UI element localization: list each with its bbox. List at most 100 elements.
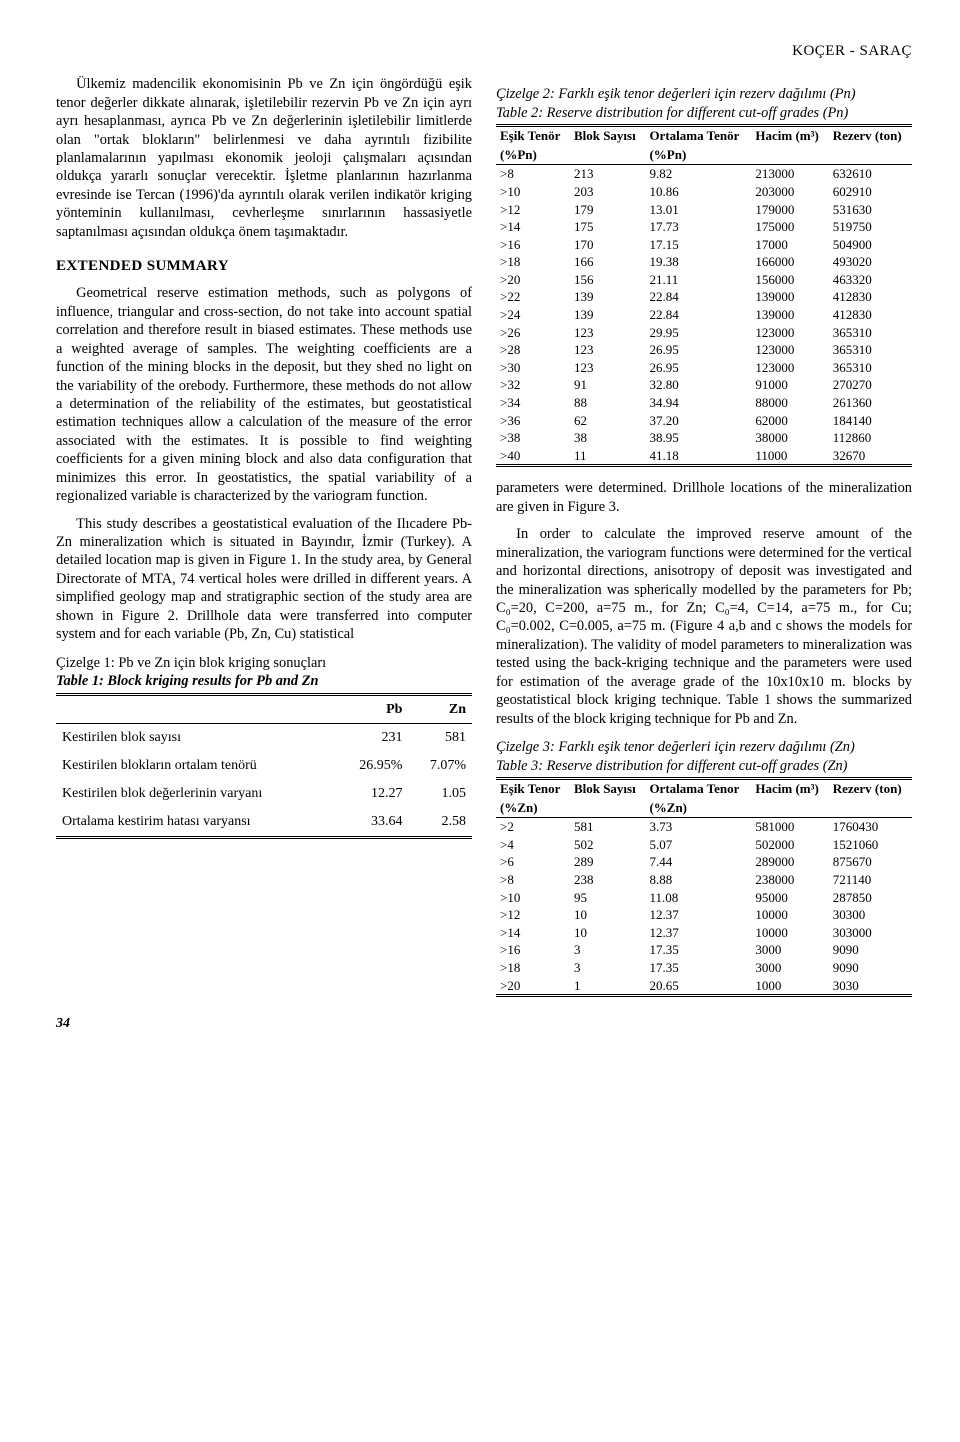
t2-h1-0: Eşik Tenör [496,126,570,146]
cell: 365310 [829,341,912,359]
cell: 1000 [751,977,828,996]
cell: 139 [570,288,646,306]
cell: >38 [496,429,570,447]
cell: 3.73 [645,818,751,836]
cell: 17.15 [645,236,751,254]
table-row: >16317.3530009090 [496,941,912,959]
cell: 531630 [829,201,912,219]
table-row: >25813.735810001760430 [496,818,912,836]
cell: 123000 [751,324,828,342]
cell: >18 [496,253,570,271]
table-row: Ortalama kestirim hatası varyansı33.642.… [56,808,472,837]
cell: >8 [496,871,570,889]
table1-h1: Pb [336,694,409,724]
cell: >16 [496,941,570,959]
table3-caption: Çizelge 3: Farklı eşik tenor değerleri i… [496,738,912,775]
cell: 112860 [829,429,912,447]
cell: 238000 [751,871,828,889]
cell: 9090 [829,941,912,959]
table-row: >2213922.84139000412830 [496,288,912,306]
cell: Kestirilen blok sayısı [56,724,336,752]
cell: 41.18 [645,447,751,466]
cell: 365310 [829,359,912,377]
cell: 289 [570,853,646,871]
cell: 287850 [829,889,912,907]
cell: 29.95 [645,324,751,342]
cell: 21.11 [645,271,751,289]
cell: >16 [496,236,570,254]
table3: Eşik Tenor Blok Sayısı Ortalama Tenor Ha… [496,777,912,997]
cell: 412830 [829,306,912,324]
cell: >20 [496,271,570,289]
cell: >12 [496,906,570,924]
t2-h1-1: Blok Sayısı [570,126,646,146]
t3-h1-2: Ortalama Tenor [645,778,751,798]
cell: 17.73 [645,218,751,236]
table-row: >383838.9538000112860 [496,429,912,447]
cell: 20.65 [645,977,751,996]
cell: >28 [496,341,570,359]
cell: 1.05 [408,780,472,808]
cell: 11.08 [645,889,751,907]
cell: 26.95 [645,359,751,377]
cell: 1521060 [829,836,912,854]
cell: 170 [570,236,646,254]
cell: Kestirilen blok değerlerinin varyanı [56,780,336,808]
cell: 1760430 [829,818,912,836]
table2: Eşik Tenör Blok Sayısı Ortalama Tenör Ha… [496,124,912,467]
cell: 11000 [751,447,828,466]
cell: >30 [496,359,570,377]
cell: 412830 [829,288,912,306]
cell: 7.07% [408,752,472,780]
table1-h0 [56,694,336,724]
cell: 581000 [751,818,828,836]
table1-h2: Zn [408,694,472,724]
cell: 38 [570,429,646,447]
cell: 270270 [829,376,912,394]
cell: 179000 [751,201,828,219]
table-row: >2812326.95123000365310 [496,341,912,359]
paragraph-en-2: This study describes a geostatistical ev… [56,515,472,644]
cell: 10.86 [645,183,751,201]
cell: 22.84 [645,306,751,324]
t3-h2-1 [570,799,646,818]
paragraph-r1: parameters were determined. Drillhole lo… [496,479,912,516]
t3-h2-2: (%Zn) [645,799,751,818]
cell: >18 [496,959,570,977]
cell: 213000 [751,165,828,183]
cell: 19.38 [645,253,751,271]
cell: 203 [570,183,646,201]
cell: >24 [496,306,570,324]
cell: >32 [496,376,570,394]
cell: 581 [570,818,646,836]
t2-h1-4: Rezerv (ton) [829,126,912,146]
cell: 2.58 [408,808,472,837]
cell: 184140 [829,412,912,430]
cell: 26.95% [336,752,409,780]
table-row: >1020310.86203000602910 [496,183,912,201]
table3-caption-tr: Çizelge 3: Farklı eşik tenor değerleri i… [496,738,912,756]
cell: 123 [570,359,646,377]
cell: 38000 [751,429,828,447]
cell: 166000 [751,253,828,271]
table-row: Kestirilen blokların ortalam tenörü26.95… [56,752,472,780]
cell: 139000 [751,288,828,306]
paragraph-r2: In order to calculate the improved reser… [496,525,912,728]
t2-h2-2: (%Pn) [645,146,751,165]
table-row: >82388.88238000721140 [496,871,912,889]
cell: 91 [570,376,646,394]
table1-caption-tr: Çizelge 1: Pb ve Zn için blok kriging so… [56,654,472,672]
t3-h2-4 [829,799,912,818]
cell: 37.20 [645,412,751,430]
cell: >36 [496,412,570,430]
paragraph-turkish: Ülkemiz madencilik ekonomisinin Pb ve Zn… [56,75,472,241]
cell: 365310 [829,324,912,342]
cell: 602910 [829,183,912,201]
cell: >22 [496,288,570,306]
table-row: >82139.82213000632610 [496,165,912,183]
cell: 5.07 [645,836,751,854]
table-row: >329132.8091000270270 [496,376,912,394]
cell: 32670 [829,447,912,466]
table-row: >401141.181100032670 [496,447,912,466]
cell: 581 [408,724,472,752]
